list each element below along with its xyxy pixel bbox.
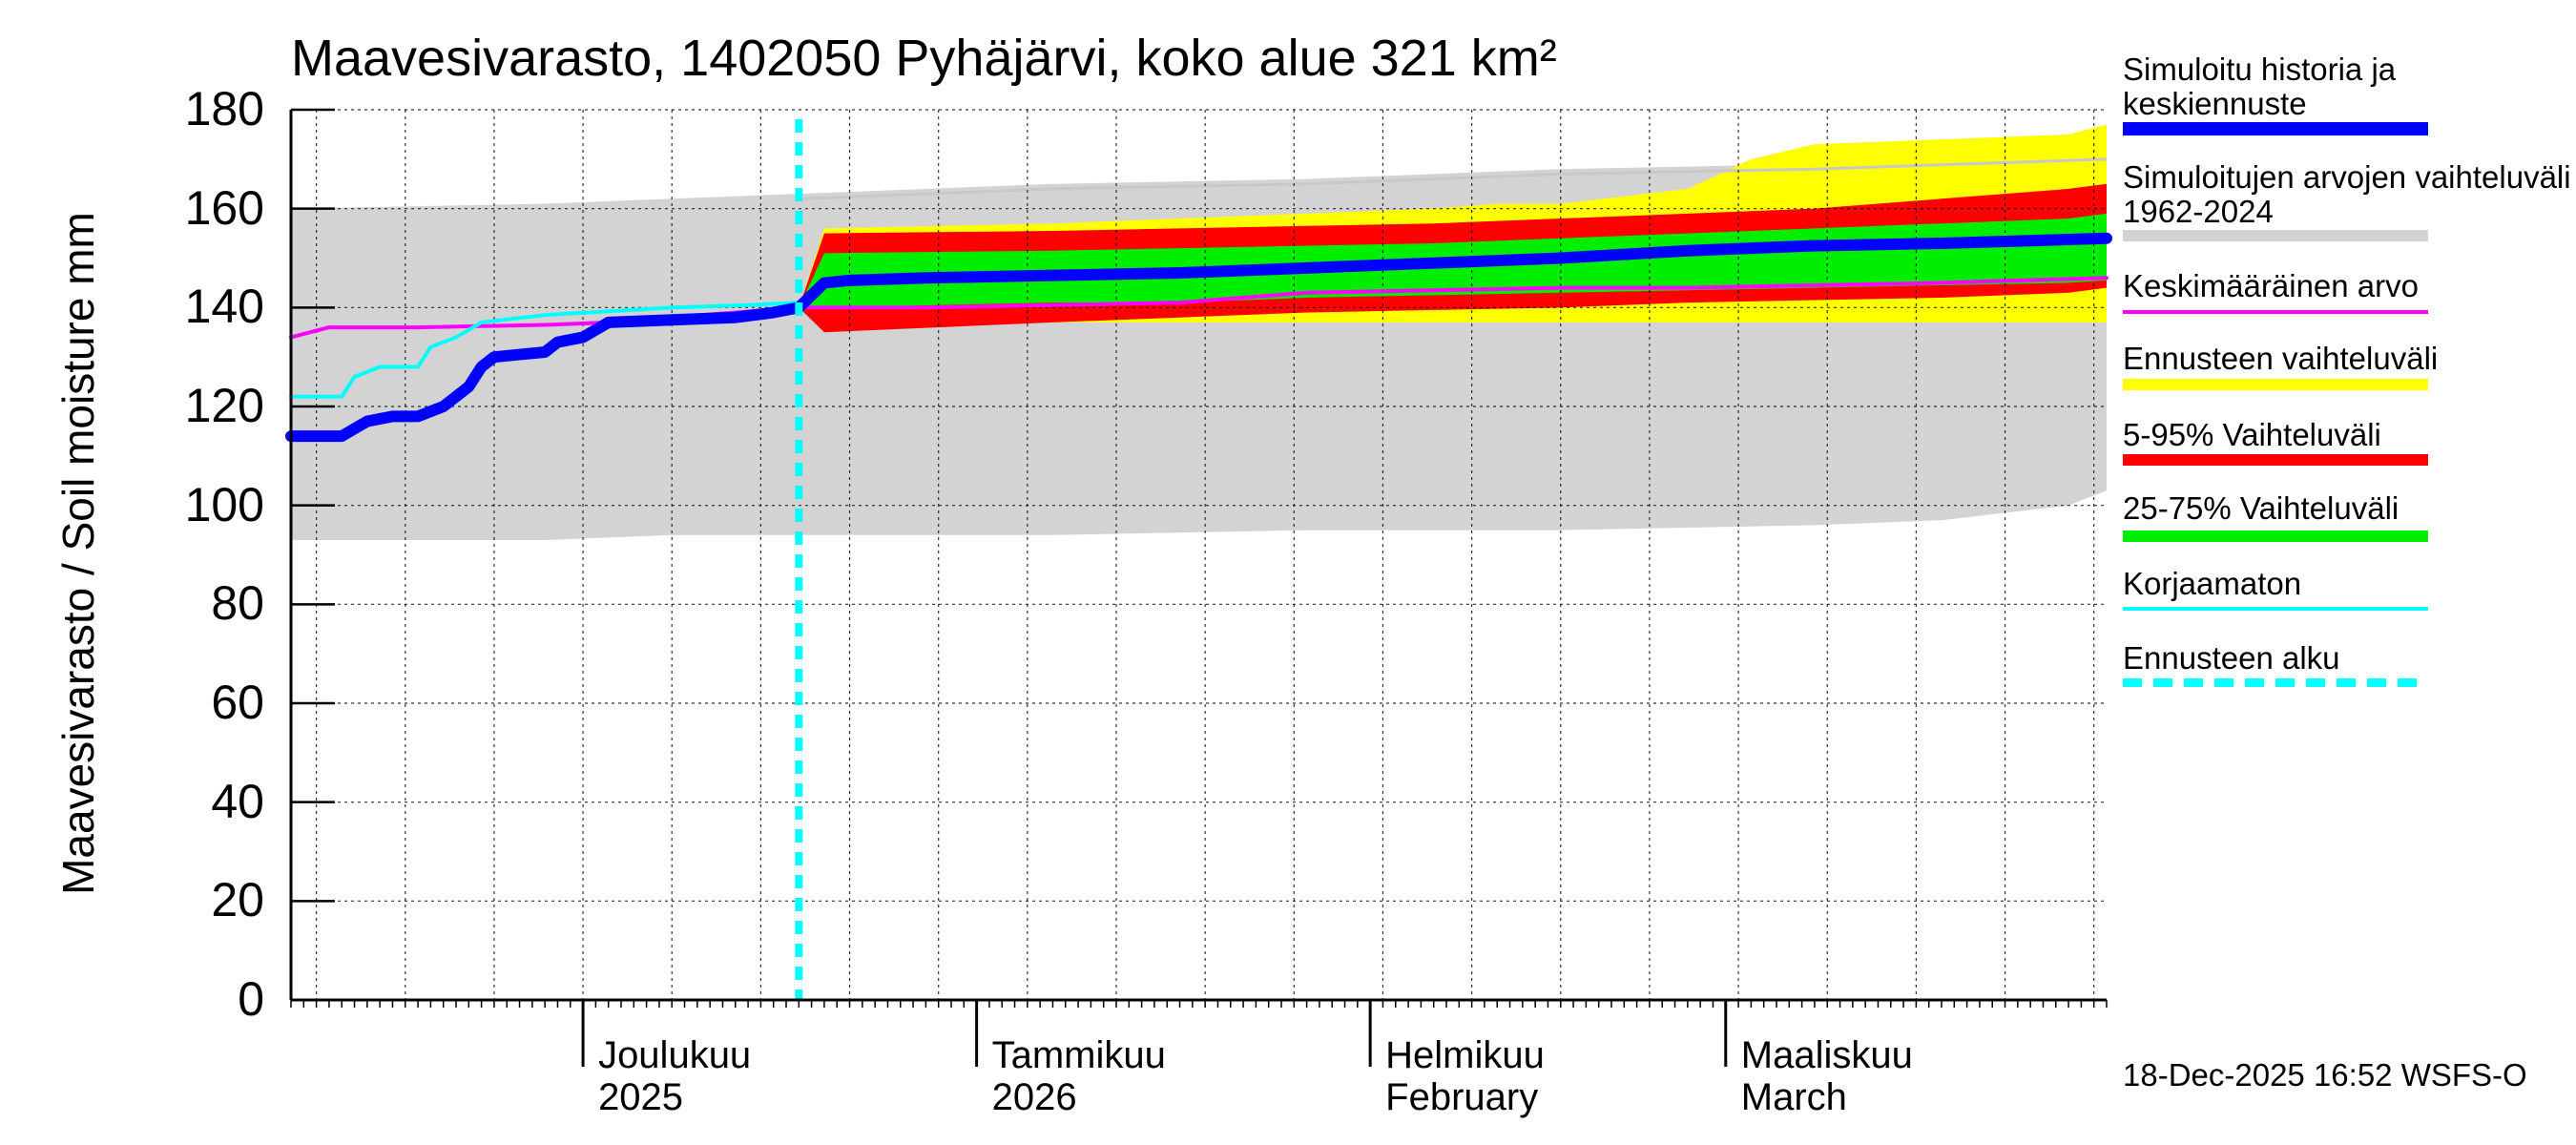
mean-line: [289, 276, 2109, 340]
legend-swatch-forecast_range: [2123, 379, 2428, 390]
legend-label-uncorrected: Korjaamaton: [2123, 566, 2302, 601]
legend-swatch-p5_95: [2123, 454, 2428, 466]
chart-title: Maavesivarasto, 1402050 Pyhäjärvi, koko …: [291, 30, 1557, 87]
legend-label-forecast_start: Ennusteen alku: [2123, 640, 2340, 676]
uncorrected-line: [289, 301, 801, 399]
month-label-line2: February: [1385, 1076, 1539, 1118]
legend-label-p25_75: 25-75% Vaihteluväli: [2123, 490, 2399, 526]
legend-swatch-simulated: [2123, 122, 2428, 135]
month-label-line2: 2025: [598, 1076, 684, 1118]
month-label-line2: 2026: [991, 1076, 1077, 1118]
y-tick-label: 40: [211, 774, 264, 828]
y-tick-label: 60: [211, 676, 264, 729]
y-tick-label: 100: [184, 477, 264, 531]
legend-swatch-hist_range: [2123, 230, 2428, 241]
month-label-line1: Tammikuu: [991, 1034, 1166, 1076]
legend-label-hist_range: Simuloitujen arvojen vaihteluväli 1962-2…: [2123, 159, 2571, 229]
legend-label-mean: Keskimääräinen arvo: [2123, 268, 2419, 303]
legend-label-p5_95: 5-95% Vaihteluväli: [2123, 417, 2381, 452]
legend-swatch-uncorrected: [2123, 607, 2428, 611]
month-label-line2: March: [1740, 1076, 1847, 1118]
legend-label-forecast_range: Ennusteen vaihteluväli: [2123, 341, 2439, 376]
y-tick-label: 180: [184, 82, 264, 135]
month-label-line1: Joulukuu: [598, 1034, 752, 1076]
month-label: Helmikuu February: [1385, 1034, 1545, 1118]
y-tick-label: 0: [238, 972, 264, 1026]
legend-swatch-mean: [2123, 310, 2428, 314]
legend-swatch-forecast_start: [2123, 677, 2428, 687]
y-tick-label: 140: [184, 280, 264, 334]
legend-label-simulated: Simuloitu historia ja keskiennuste: [2123, 52, 2397, 121]
timestamp-footer: 18-Dec-2025 16:52 WSFS-O: [2123, 1057, 2527, 1093]
y-axis-label: Maavesivarasto / Soil moisture mm: [53, 212, 103, 895]
simulated-line: [285, 232, 2112, 443]
month-label: Joulukuu 2025: [598, 1034, 751, 1118]
y-tick-label: 20: [211, 873, 264, 927]
month-label: Tammikuu 2026: [992, 1034, 1166, 1118]
legend-swatch-p25_75: [2123, 531, 2428, 542]
month-label-line1: Helmikuu: [1385, 1034, 1545, 1076]
month-label: Maaliskuu March: [1741, 1034, 1913, 1118]
y-tick-label: 80: [211, 576, 264, 631]
y-tick-label: 120: [184, 379, 264, 432]
month-label-line1: Maaliskuu: [1740, 1034, 1913, 1076]
y-tick-label: 160: [184, 180, 264, 235]
historical-upper-line: [799, 157, 2108, 200]
